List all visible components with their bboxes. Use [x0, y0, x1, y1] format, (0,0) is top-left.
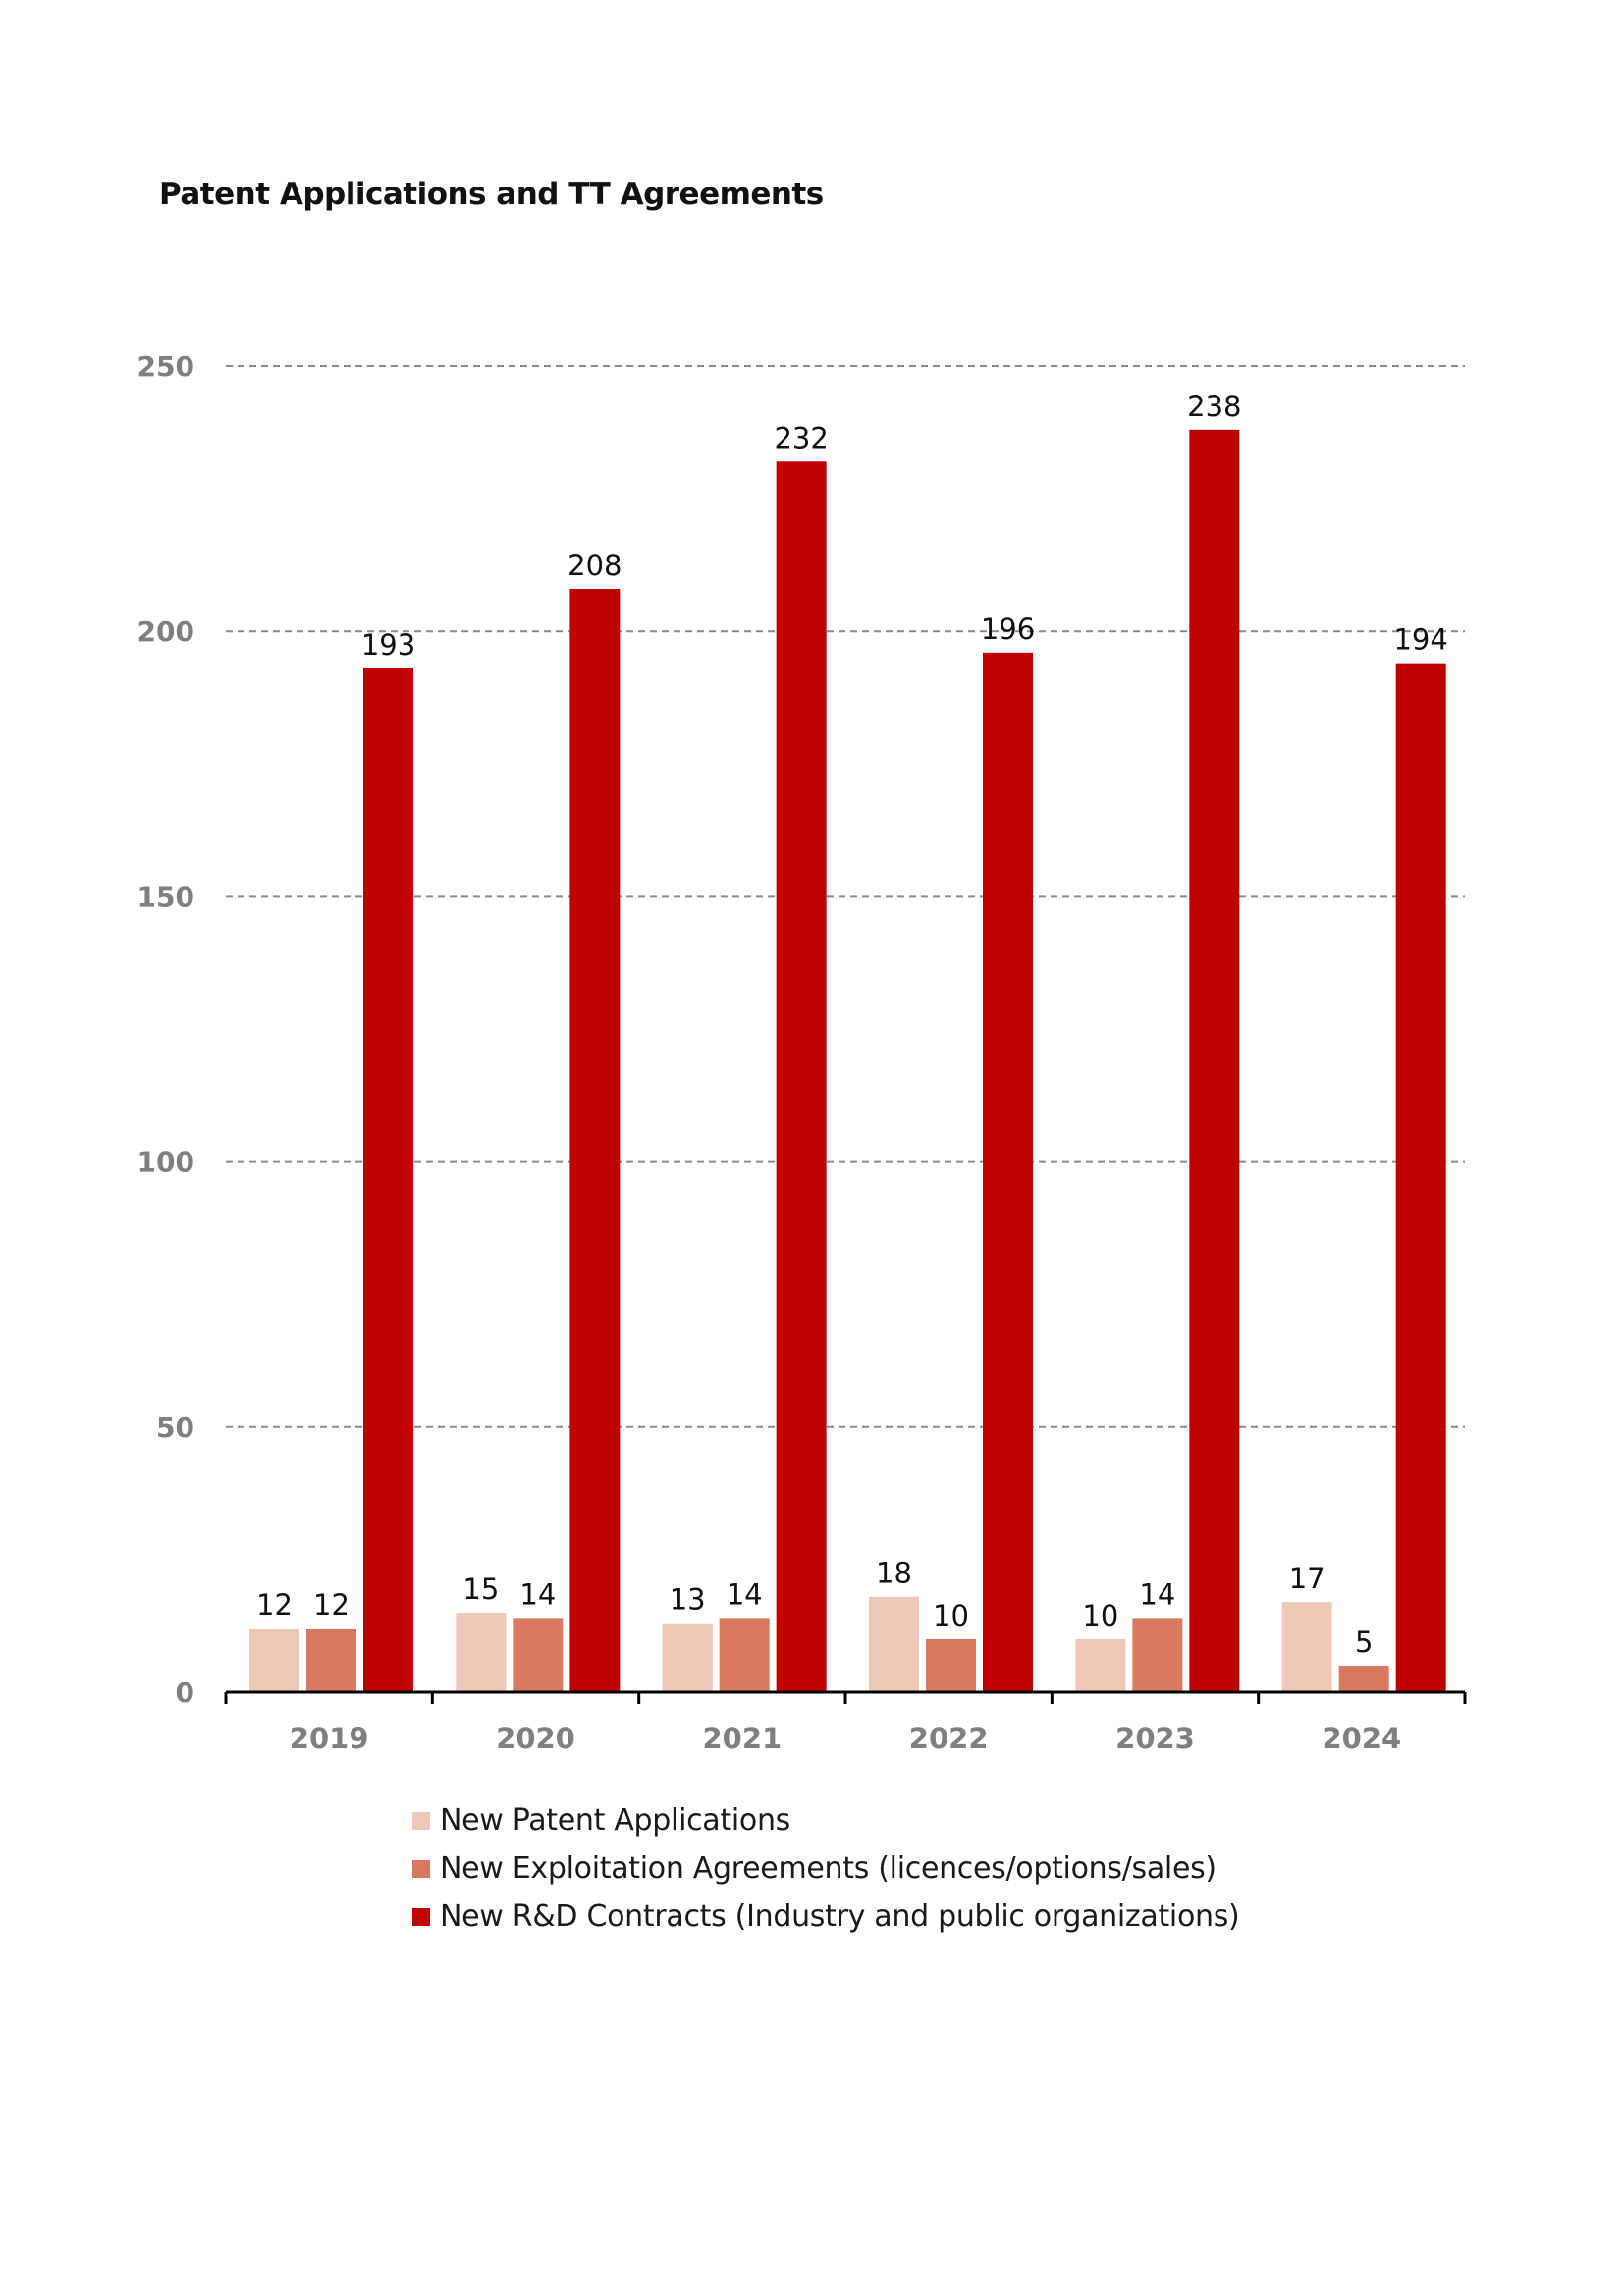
data-label: 5 [1355, 1626, 1373, 1659]
data-label: 15 [462, 1573, 499, 1606]
bar [983, 652, 1033, 1693]
bar [456, 1612, 507, 1692]
data-label: 18 [876, 1557, 912, 1590]
data-label: 238 [1187, 390, 1241, 423]
data-label: 10 [933, 1599, 969, 1632]
bar [1189, 429, 1240, 1692]
bar [719, 1618, 770, 1692]
legend-label: New Exploitation Agreements (licences/op… [440, 1851, 1217, 1886]
y-tick-label: 250 [137, 350, 194, 383]
data-label: 12 [313, 1588, 350, 1622]
x-tick-label: 2021 [702, 1722, 782, 1755]
y-tick-label: 0 [176, 1677, 194, 1709]
bar [363, 668, 413, 1692]
data-label: 13 [670, 1583, 706, 1617]
data-label: 194 [1393, 623, 1447, 657]
bar [249, 1629, 299, 1692]
data-label: 14 [519, 1577, 556, 1611]
bar [662, 1623, 713, 1692]
bar [306, 1629, 356, 1692]
data-label: 196 [981, 613, 1035, 646]
bar [513, 1618, 564, 1692]
legend-label: New R&D Contracts (Industry and public o… [440, 1899, 1240, 1934]
bar [1338, 1665, 1389, 1692]
x-tick-label: 2022 [909, 1722, 989, 1755]
x-tick-label: 2023 [1115, 1722, 1195, 1755]
y-tick-label: 100 [137, 1147, 194, 1179]
bar [1281, 1602, 1332, 1692]
data-label: 14 [1139, 1577, 1175, 1611]
bar [1395, 663, 1446, 1692]
data-label: 17 [1289, 1562, 1325, 1595]
x-tick-label: 2020 [496, 1722, 575, 1755]
legend: New Patent Applications New Exploitation … [412, 1796, 1240, 1941]
legend-swatch [412, 1811, 430, 1830]
data-label: 10 [1082, 1599, 1118, 1632]
legend-item: New Patent Applications [412, 1796, 1239, 1844]
chart-title: Patent Applications and TT Agreements [159, 177, 824, 212]
data-label: 12 [256, 1588, 293, 1622]
bar [869, 1596, 919, 1692]
legend-swatch [412, 1907, 430, 1926]
x-tick-label: 2019 [290, 1722, 369, 1755]
bar [926, 1638, 976, 1692]
y-tick-label: 50 [156, 1412, 194, 1444]
bars [249, 429, 1446, 1693]
data-label: 14 [727, 1577, 763, 1611]
legend-item: New Exploitation Agreements (licences/op… [412, 1844, 1239, 1893]
data-labels: 12 12 193 15 14 208 13 14 232 18 10 196 10 14 238 17 5 19… [256, 390, 1448, 1659]
y-axis-tick-labels: 0 50 100 150 200 250 [137, 350, 194, 1709]
legend-swatch [412, 1859, 430, 1878]
y-tick-label: 200 [137, 615, 194, 648]
x-axis-tick-labels: 2019 2020 2021 2022 2023 2024 [290, 1722, 1401, 1755]
gridlines [226, 365, 1465, 1428]
legend-label: New Patent Applications [440, 1803, 790, 1838]
bar [776, 461, 827, 1693]
x-axis [224, 1690, 1467, 1704]
x-tick-label: 2024 [1322, 1722, 1401, 1755]
bar [1075, 1638, 1126, 1692]
bar [1132, 1618, 1183, 1692]
data-label: 208 [568, 549, 622, 582]
bar [569, 588, 621, 1692]
legend-item: New R&D Contracts (Industry and public o… [412, 1893, 1240, 1941]
y-tick-label: 150 [137, 881, 194, 913]
data-label: 193 [361, 628, 415, 662]
data-label: 232 [774, 421, 828, 454]
